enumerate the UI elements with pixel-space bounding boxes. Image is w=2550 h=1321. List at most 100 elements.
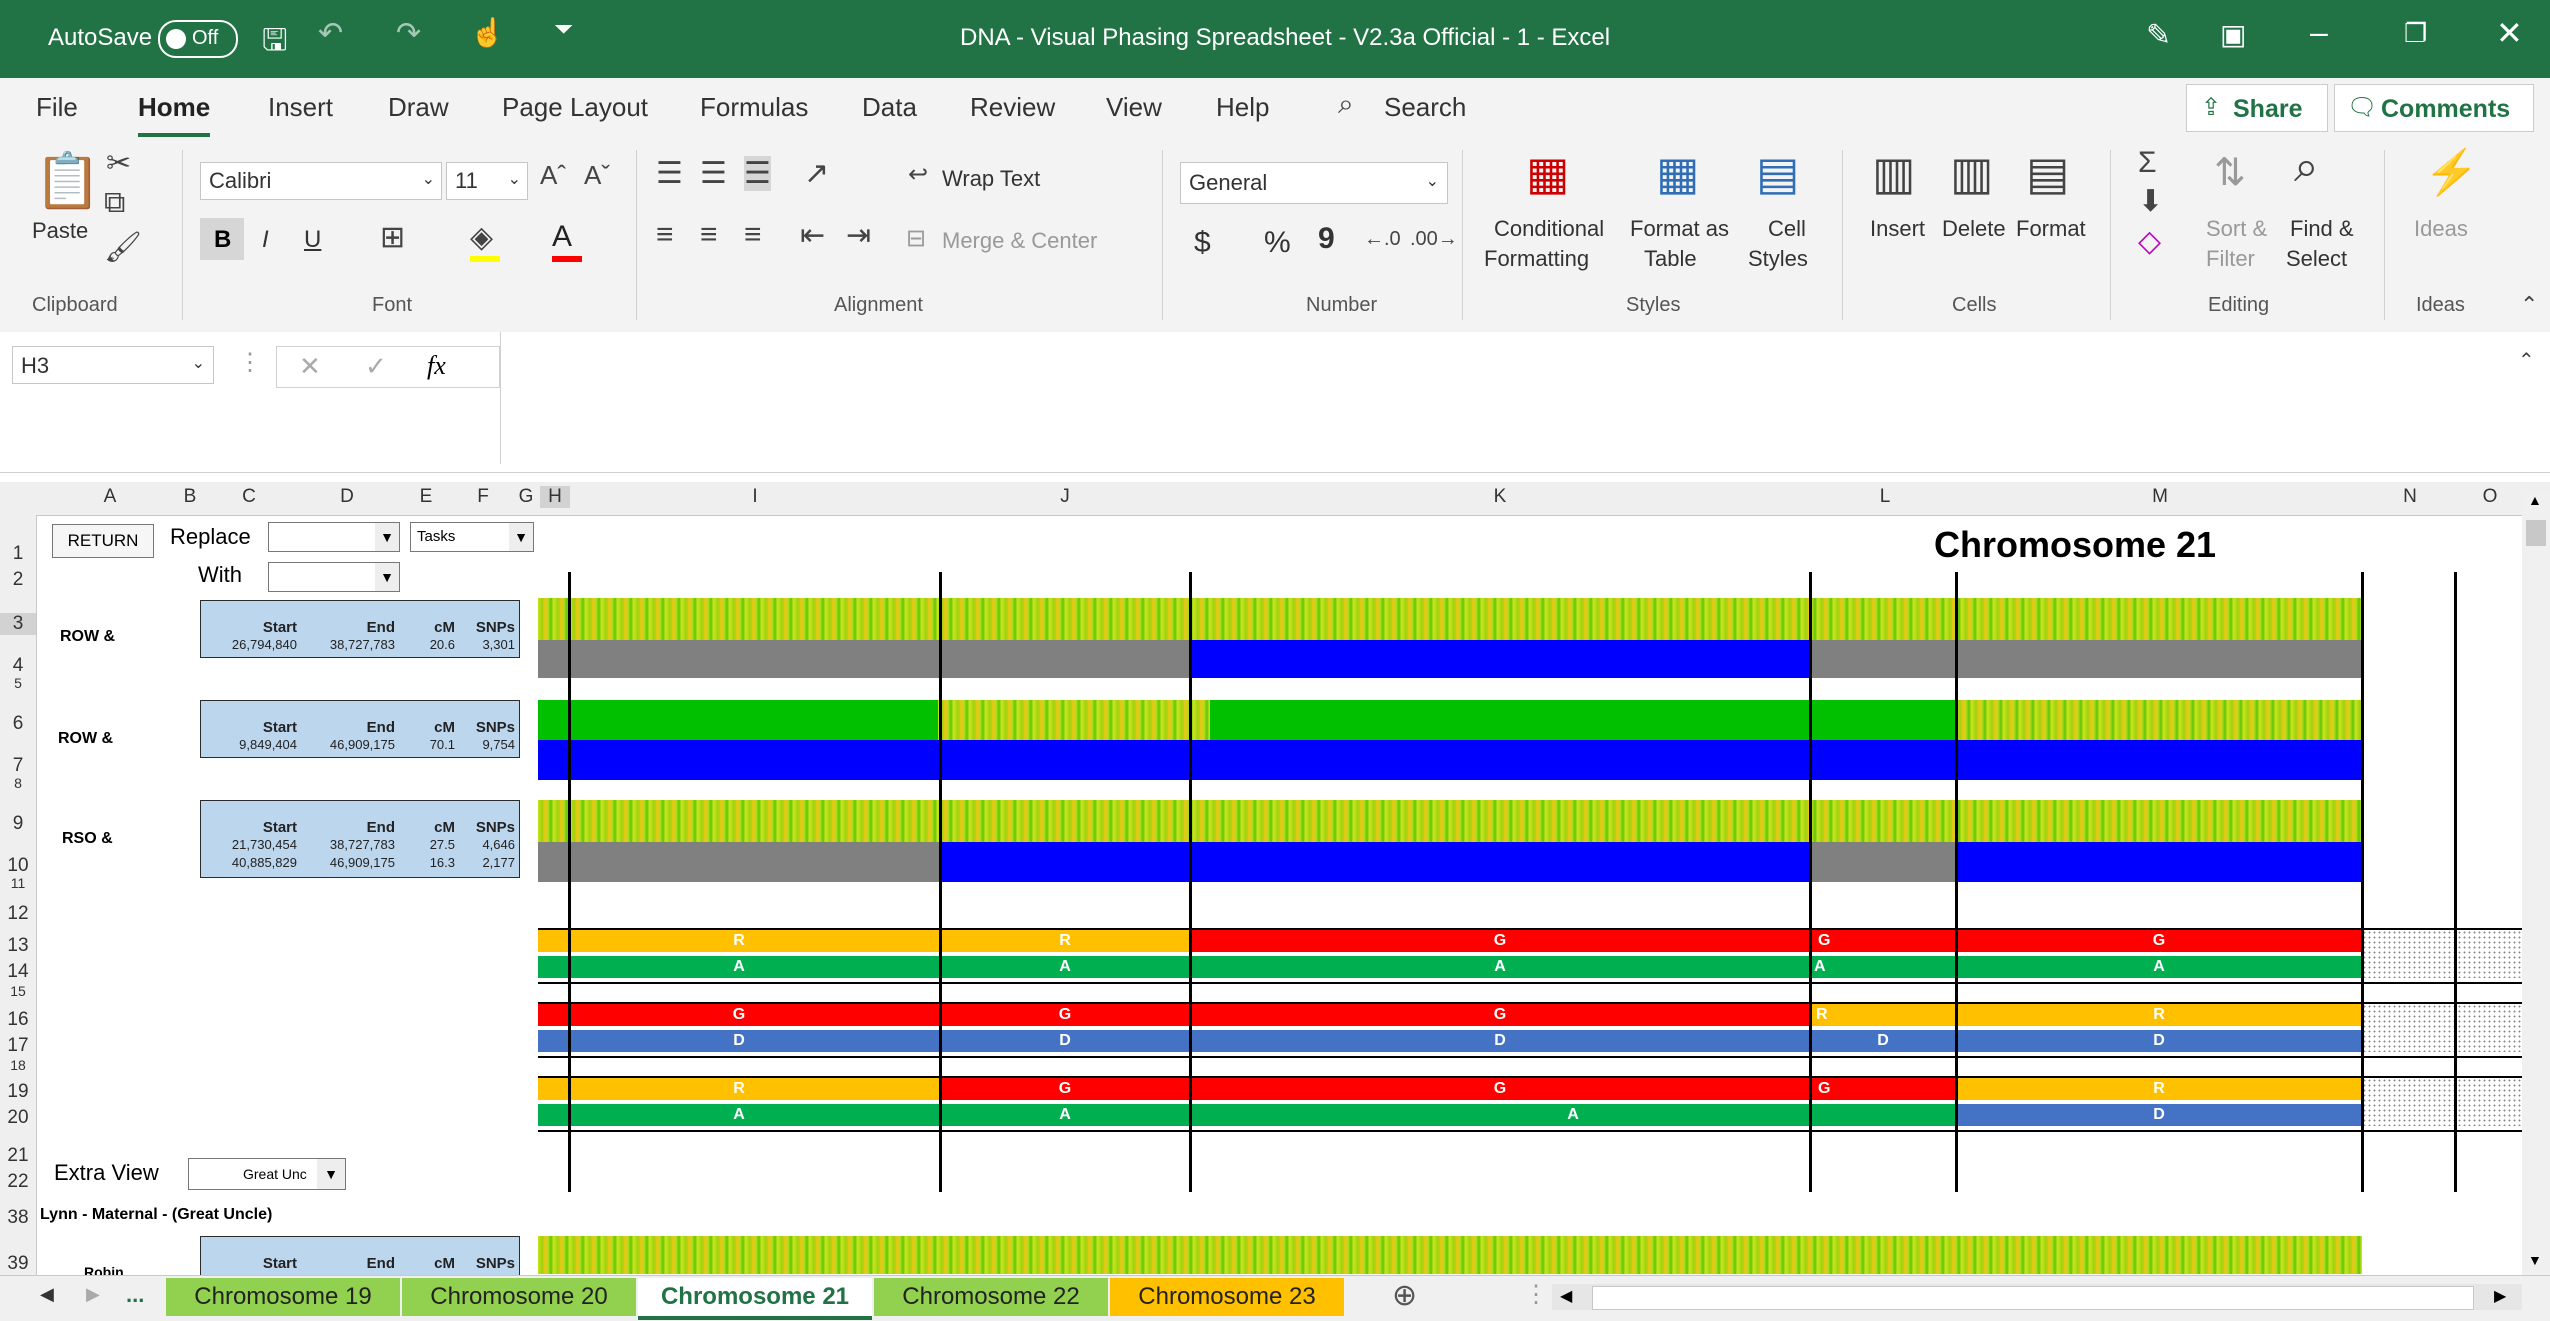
insert-cells-icon[interactable]: ▥ <box>1872 147 1916 199</box>
ideas-label[interactable]: Ideas <box>2414 216 2468 241</box>
underline-button[interactable]: U <box>304 226 322 253</box>
increase-indent-icon[interactable]: ⇥ <box>846 219 872 252</box>
row-header[interactable]: 20 <box>7 1107 29 1128</box>
bold-button[interactable]: B <box>200 218 244 260</box>
cell-styles-icon[interactable]: ▤ <box>1756 147 1800 199</box>
col-header-d[interactable]: D <box>340 486 354 507</box>
decrease-font-icon[interactable]: Aˇ <box>584 160 610 190</box>
ideas-icon[interactable]: ⚡ <box>2424 148 2479 197</box>
col-header-m[interactable]: M <box>2152 486 2168 507</box>
sort-filter-label1[interactable]: Sort & <box>2206 216 2268 241</box>
sheet-tab-chromosome-21[interactable]: Chromosome 21 <box>638 1278 872 1320</box>
decrease-indent-icon[interactable]: ⇤ <box>800 219 826 252</box>
decrease-decimal-icon[interactable]: .00→ <box>1410 228 1458 250</box>
scroll-right-icon[interactable]: ▶ <box>2494 1288 2507 1305</box>
sheet-tab-chromosome-23[interactable]: Chromosome 23 <box>1110 1278 1344 1316</box>
conditional-formatting-icon[interactable]: ▦ <box>1526 147 1570 199</box>
tab-page-layout[interactable]: Page Layout <box>502 92 649 122</box>
sheet-tab-chromosome-22[interactable]: Chromosome 22 <box>874 1278 1108 1316</box>
align-center-icon[interactable]: ≡ <box>700 218 718 251</box>
borders-icon[interactable]: ⊞ <box>380 221 406 254</box>
tab-review[interactable]: Review <box>970 92 1056 122</box>
search-box[interactable]: Search <box>1384 92 1467 122</box>
col-header-j[interactable]: J <box>1060 486 1070 507</box>
search-icon[interactable]: ⌕ <box>1338 88 1354 119</box>
replace-select[interactable]: ▼ <box>268 522 400 552</box>
sort-filter-label2[interactable]: Filter <box>2206 246 2255 271</box>
cut-icon[interactable]: ✂ <box>106 147 132 180</box>
format-as-table-label2[interactable]: Table <box>1644 246 1697 271</box>
cell-styles-label1[interactable]: Cell <box>1768 216 1806 241</box>
tab-draw[interactable]: Draw <box>388 92 449 122</box>
col-header-k[interactable]: K <box>1493 486 1507 507</box>
extra-view-select[interactable]: Great Unc ▼ <box>188 1158 346 1190</box>
fill-icon[interactable]: ⬇ <box>2138 185 2164 218</box>
expand-formula-icon[interactable]: ⌃ <box>2518 350 2535 372</box>
tasks-select[interactable]: Tasks ▼ <box>410 522 534 552</box>
format-as-table-label1[interactable]: Format as <box>1630 216 1730 241</box>
orientation-icon[interactable]: ↗ <box>804 157 830 190</box>
align-middle-icon[interactable]: ☰ <box>700 157 727 190</box>
font-color-icon[interactable]: A <box>552 220 573 253</box>
percent-button[interactable]: % <box>1264 226 1291 259</box>
italic-button[interactable]: I <box>262 226 269 253</box>
cell-styles-label2[interactable]: Styles <box>1748 246 1808 271</box>
row-header[interactable]: 11 <box>10 875 26 891</box>
align-bottom-icon[interactable]: ☰ <box>744 156 771 191</box>
sheet-tab-chromosome-19[interactable]: Chromosome 19 <box>166 1278 400 1316</box>
tab-file[interactable]: File <box>36 92 78 122</box>
row-header[interactable]: 17 <box>7 1035 29 1056</box>
name-box[interactable]: H3 ⌄ <box>12 346 214 384</box>
tab-help[interactable]: Help <box>1216 92 1270 122</box>
row-header[interactable]: 14 <box>7 961 29 982</box>
row-header[interactable]: 9 <box>12 813 24 834</box>
paste-icon[interactable]: 📋 <box>34 151 102 211</box>
row-header[interactable]: 1 <box>12 543 24 564</box>
row-header[interactable]: 16 <box>7 1009 29 1030</box>
currency-button[interactable]: $ <box>1194 226 1211 259</box>
insert-cells-label[interactable]: Insert <box>1870 216 1926 241</box>
fill-color-icon[interactable]: ◈ <box>470 221 494 254</box>
conditional-formatting-label2[interactable]: Formatting <box>1484 246 1590 271</box>
col-header-b[interactable]: B <box>183 486 197 507</box>
enter-icon[interactable]: ✓ <box>365 351 387 381</box>
find-select-icon[interactable]: ⌕ <box>2294 142 2319 191</box>
row-header[interactable]: 18 <box>10 1057 26 1073</box>
row-header[interactable]: 8 <box>14 775 22 791</box>
clear-icon[interactable]: ◇ <box>2138 225 2162 258</box>
prev-sheet-icon[interactable]: ◀ <box>40 1284 54 1304</box>
tab-home[interactable]: Home <box>138 92 211 137</box>
col-header-h[interactable]: H <box>540 486 570 508</box>
conditional-formatting-label1[interactable]: Conditional <box>1494 216 1605 241</box>
comma-button[interactable]: 9 <box>1318 222 1335 255</box>
wrap-text-button[interactable]: Wrap Text <box>942 166 1041 191</box>
row-header[interactable]: 12 <box>7 903 29 924</box>
minimize-icon[interactable]: – <box>2310 14 2328 50</box>
tab-view[interactable]: View <box>1106 92 1162 122</box>
scroll-left-icon[interactable]: ◀ <box>1560 1288 1573 1305</box>
font-size-select[interactable]: 11 ⌄ <box>446 162 528 200</box>
scroll-down-icon[interactable]: ▼ <box>2528 1252 2542 1268</box>
restore-icon[interactable]: ❐ <box>2404 18 2428 48</box>
customize-qat-icon[interactable]: ⏷ <box>554 16 574 43</box>
increase-font-icon[interactable]: Aˆ <box>540 160 566 190</box>
autosave-toggle[interactable]: Off <box>158 20 238 58</box>
delete-cells-icon[interactable]: ▥ <box>1950 147 1994 199</box>
row-header[interactable]: 21 <box>7 1145 29 1166</box>
col-header-n[interactable]: N <box>2403 486 2417 507</box>
pen-icon[interactable]: ✎ <box>2146 19 2172 52</box>
tab-formulas[interactable]: Formulas <box>700 92 809 122</box>
copy-icon[interactable]: ⧉ <box>104 186 126 219</box>
paste-label[interactable]: Paste <box>32 218 89 243</box>
row-header[interactable]: 5 <box>14 675 22 691</box>
row-header[interactable]: 10 <box>7 855 29 876</box>
comments-button[interactable]: 🗨 Comments <box>2334 84 2534 132</box>
more-sheets-button[interactable]: ... <box>126 1282 145 1307</box>
col-header-o[interactable]: O <box>2482 486 2498 507</box>
col-header-a[interactable]: A <box>103 486 117 507</box>
formula-input[interactable] <box>500 332 2511 464</box>
row-header[interactable]: 19 <box>7 1081 29 1102</box>
row-header[interactable]: 39 <box>7 1253 29 1274</box>
autosum-icon[interactable]: Σ <box>2138 146 2157 179</box>
col-header-f[interactable]: F <box>477 486 489 507</box>
